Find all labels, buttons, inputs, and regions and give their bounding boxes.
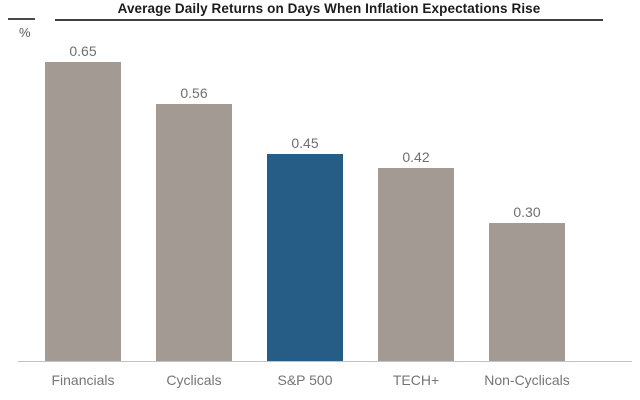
bar-value-label: 0.65 xyxy=(69,43,97,59)
bar-group-financials: 0.65 xyxy=(45,44,121,361)
bar-value-label: 0.30 xyxy=(513,204,541,220)
bar-group-s-p-500: 0.45 xyxy=(267,136,343,361)
x-axis-label-s-p-500: S&P 500 xyxy=(277,372,333,388)
bar-s-p-500 xyxy=(267,154,343,361)
bar-cyclicals xyxy=(156,104,232,361)
bar-value-label: 0.45 xyxy=(291,135,319,151)
bar-group-cyclicals: 0.56 xyxy=(156,86,232,361)
chart-title: Average Daily Returns on Days When Infla… xyxy=(117,1,541,16)
plot-area: 0.65 0.56 0.45 0.42 0.30 xyxy=(45,30,565,361)
x-axis-label-tech: TECH+ xyxy=(392,372,440,388)
bar-tech xyxy=(378,168,454,361)
bar-value-label: 0.42 xyxy=(402,149,430,165)
bar-financials xyxy=(45,62,121,361)
x-axis-labels-row: Financials Cyclicals S&P 500 TECH+ Non-Cycli… xyxy=(45,372,570,389)
bar-group-non-cyclicals: 0.30 xyxy=(489,205,565,361)
bar-non-cyclicals xyxy=(489,223,565,361)
x-axis-label-cell: TECH+ xyxy=(378,372,454,389)
x-axis-label-non-cyclicals: Non-Cyclicals xyxy=(484,372,570,388)
x-axis-label-cell: Cyclicals xyxy=(156,372,232,389)
bar-value-label: 0.56 xyxy=(180,85,208,101)
bar-group-tech: 0.42 xyxy=(378,150,454,361)
x-axis-label-financials: Financials xyxy=(51,372,115,388)
x-axis-line xyxy=(18,361,632,362)
y-axis-unit-label: % xyxy=(19,25,31,40)
y-axis-cap-dash xyxy=(8,18,35,20)
x-axis-label-cell: Non-Cyclicals xyxy=(484,372,570,389)
title-underline xyxy=(55,19,603,21)
x-axis-label-cell: S&P 500 xyxy=(267,372,343,389)
x-axis-label-cyclicals: Cyclicals xyxy=(166,372,222,388)
x-axis-label-cell: Financials xyxy=(45,372,121,389)
